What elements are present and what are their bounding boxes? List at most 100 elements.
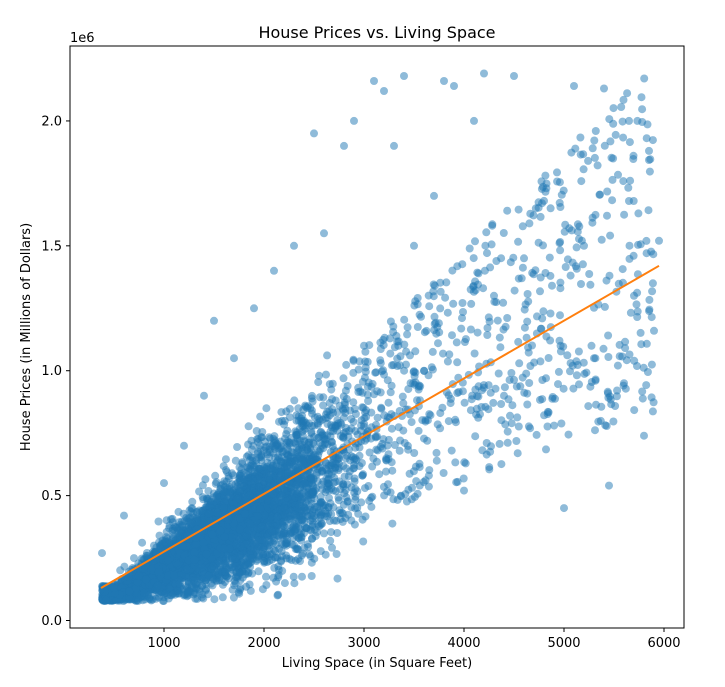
- data-point: [328, 543, 336, 552]
- data-point: [338, 517, 347, 526]
- data-point: [167, 515, 175, 524]
- data-point: [228, 585, 237, 594]
- data-point: [298, 572, 306, 581]
- data-point: [332, 550, 341, 558]
- data-point: [388, 519, 397, 528]
- data-point: [280, 420, 289, 429]
- data-point: [217, 567, 226, 576]
- data-point: [285, 404, 294, 413]
- data-point: [285, 554, 294, 563]
- data-point: [231, 456, 240, 465]
- data-point: [269, 533, 278, 542]
- data-point: [233, 443, 242, 451]
- data-point: [214, 576, 223, 585]
- data-point: [340, 489, 349, 498]
- data-point: [453, 358, 462, 367]
- data-point: [270, 546, 278, 555]
- data-point: [290, 579, 299, 588]
- data-point: [314, 378, 323, 387]
- data-point: [198, 481, 207, 490]
- data-point: [364, 397, 373, 405]
- data-point: [339, 462, 348, 470]
- data-point: [246, 586, 255, 595]
- data-point: [262, 404, 271, 413]
- data-point: [165, 521, 174, 530]
- data-point: [306, 552, 315, 561]
- data-point: [307, 572, 316, 580]
- data-point: [319, 401, 328, 410]
- data-point: [199, 495, 208, 504]
- data-point: [277, 408, 286, 417]
- data-point: [245, 456, 254, 465]
- data-point: [183, 565, 192, 574]
- data-point: [201, 475, 210, 484]
- data-point: [174, 526, 183, 535]
- data-point: [138, 538, 147, 547]
- data-point: [339, 374, 348, 383]
- data-point: [225, 563, 234, 572]
- data-point: [285, 413, 294, 422]
- points-layer: [98, 69, 663, 605]
- data-point: [210, 595, 219, 604]
- data-point: [321, 550, 330, 559]
- data-point: [260, 542, 269, 551]
- data-point: [238, 459, 247, 468]
- y-offset-text: 1e6: [70, 31, 95, 46]
- data-point: [256, 412, 265, 421]
- data-point: [116, 566, 125, 575]
- data-point: [257, 522, 266, 531]
- data-point: [233, 488, 242, 497]
- data-point: [333, 574, 342, 583]
- data-point: [263, 502, 272, 511]
- data-point: [192, 539, 201, 548]
- data-point: [248, 554, 257, 563]
- data-point: [240, 475, 248, 484]
- data-point: [262, 572, 270, 581]
- data-point: [290, 396, 299, 405]
- data-point: [290, 541, 298, 550]
- data-point: [240, 563, 249, 572]
- data-point: [278, 566, 287, 575]
- data-point: [315, 371, 323, 380]
- data-point: [232, 568, 241, 577]
- data-point: [324, 509, 333, 518]
- chart-title: House Prices vs. Living Space: [258, 23, 495, 42]
- data-point: [218, 593, 227, 602]
- data-point: [245, 580, 254, 589]
- data-point: [333, 529, 342, 537]
- data-point: [155, 531, 164, 540]
- data-point: [244, 422, 253, 431]
- data-point: [280, 579, 289, 588]
- data-point: [383, 376, 392, 385]
- data-point: [283, 535, 292, 544]
- data-point: [349, 417, 358, 426]
- data-point: [188, 497, 197, 506]
- data-point: [204, 571, 213, 580]
- data-point: [168, 535, 177, 543]
- data-point: [254, 567, 263, 576]
- data-point: [386, 388, 395, 397]
- data-point: [322, 370, 330, 379]
- data-point: [349, 398, 358, 407]
- data-point: [249, 441, 258, 450]
- data-point: [367, 502, 376, 511]
- data-point: [262, 448, 271, 457]
- data-point: [236, 584, 245, 592]
- data-point: [208, 530, 217, 539]
- data-point: [340, 472, 349, 481]
- data-point: [334, 496, 343, 505]
- data-point: [303, 540, 312, 549]
- data-point: [211, 471, 220, 480]
- data-point: [323, 351, 332, 360]
- data-point: [219, 462, 228, 471]
- data-point: [289, 572, 298, 581]
- data-point: [308, 482, 317, 491]
- data-point: [198, 590, 207, 599]
- data-point: [262, 581, 271, 589]
- data-point: [327, 528, 336, 537]
- data-point: [269, 573, 278, 582]
- data-point: [154, 517, 163, 526]
- data-point: [257, 456, 266, 465]
- data-point: [191, 594, 200, 603]
